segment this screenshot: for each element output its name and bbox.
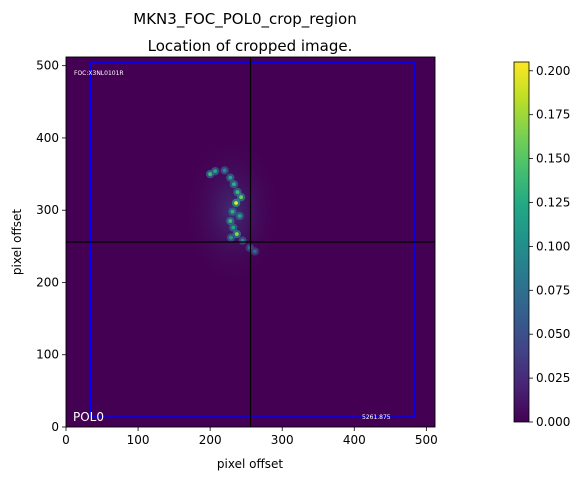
source-point — [239, 195, 244, 200]
source-point — [237, 214, 242, 218]
source-point — [232, 182, 236, 187]
x-tick-label: 100 — [127, 433, 150, 447]
source-point — [230, 209, 235, 214]
source-point — [234, 201, 238, 205]
source-point — [208, 172, 213, 176]
source-point — [252, 249, 257, 254]
source-point — [222, 168, 227, 173]
colorbar-ticks: 0.000 0.025 0.050 0.075 0.100 0.125 0.150 0.175… — [529, 64, 570, 429]
x-tick-label: 400 — [343, 433, 366, 447]
x-tick-label: 0 — [62, 433, 70, 447]
colorbar-tick-label: 0.175 — [536, 108, 570, 122]
source-point — [213, 169, 218, 174]
colorbar-tick-label: 0.050 — [536, 327, 570, 341]
y-tick-label: 300 — [36, 203, 59, 217]
source-point — [247, 245, 252, 250]
plot-frame — [65, 56, 436, 428]
crop-region-rectangle — [89, 62, 416, 418]
y-axis-label: pixel offset — [10, 209, 24, 275]
y-tick-label: 100 — [36, 348, 59, 362]
annotation-top-left: FOC:X3NL0101R — [74, 70, 124, 77]
chart-subtitle: Location of cropped image. — [148, 37, 353, 55]
y-tick-label: 500 — [36, 59, 59, 73]
x-tick-label: 200 — [199, 433, 222, 447]
y-axis-ticks: 0 100 200 300 400 500 — [36, 59, 66, 434]
annotation-bottom-right: 5261.875 — [362, 414, 391, 421]
colorbar-tick-label: 0.075 — [536, 283, 570, 297]
source-point — [228, 175, 233, 180]
annotation-bottom-left: POL0 — [73, 410, 104, 424]
source-point — [228, 219, 233, 223]
colorbar-tick-label: 0.000 — [536, 415, 570, 429]
colorbar — [513, 61, 530, 423]
source-point — [235, 190, 240, 195]
image-layer — [184, 135, 281, 286]
colorbar-tick-label: 0.125 — [536, 195, 570, 209]
x-axis-ticks: 0 100 200 300 400 500 — [62, 427, 438, 447]
y-tick-label: 200 — [36, 275, 59, 289]
source-point — [231, 225, 236, 230]
source-point — [229, 235, 233, 240]
chart-title: MKN3_FOC_POL0_crop_region — [133, 10, 356, 29]
colorbar-tick-label: 0.100 — [536, 239, 570, 253]
colorbar-tick-label: 0.025 — [536, 371, 570, 385]
colorbar-tick-label: 0.150 — [536, 152, 570, 166]
x-tick-label: 300 — [271, 433, 294, 447]
x-tick-label: 500 — [415, 433, 438, 447]
y-tick-label: 400 — [36, 131, 59, 145]
y-tick-label: 0 — [51, 420, 59, 434]
x-axis-label: pixel offset — [217, 457, 283, 471]
colorbar-tick-label: 0.200 — [536, 64, 570, 78]
source-point — [234, 232, 239, 236]
